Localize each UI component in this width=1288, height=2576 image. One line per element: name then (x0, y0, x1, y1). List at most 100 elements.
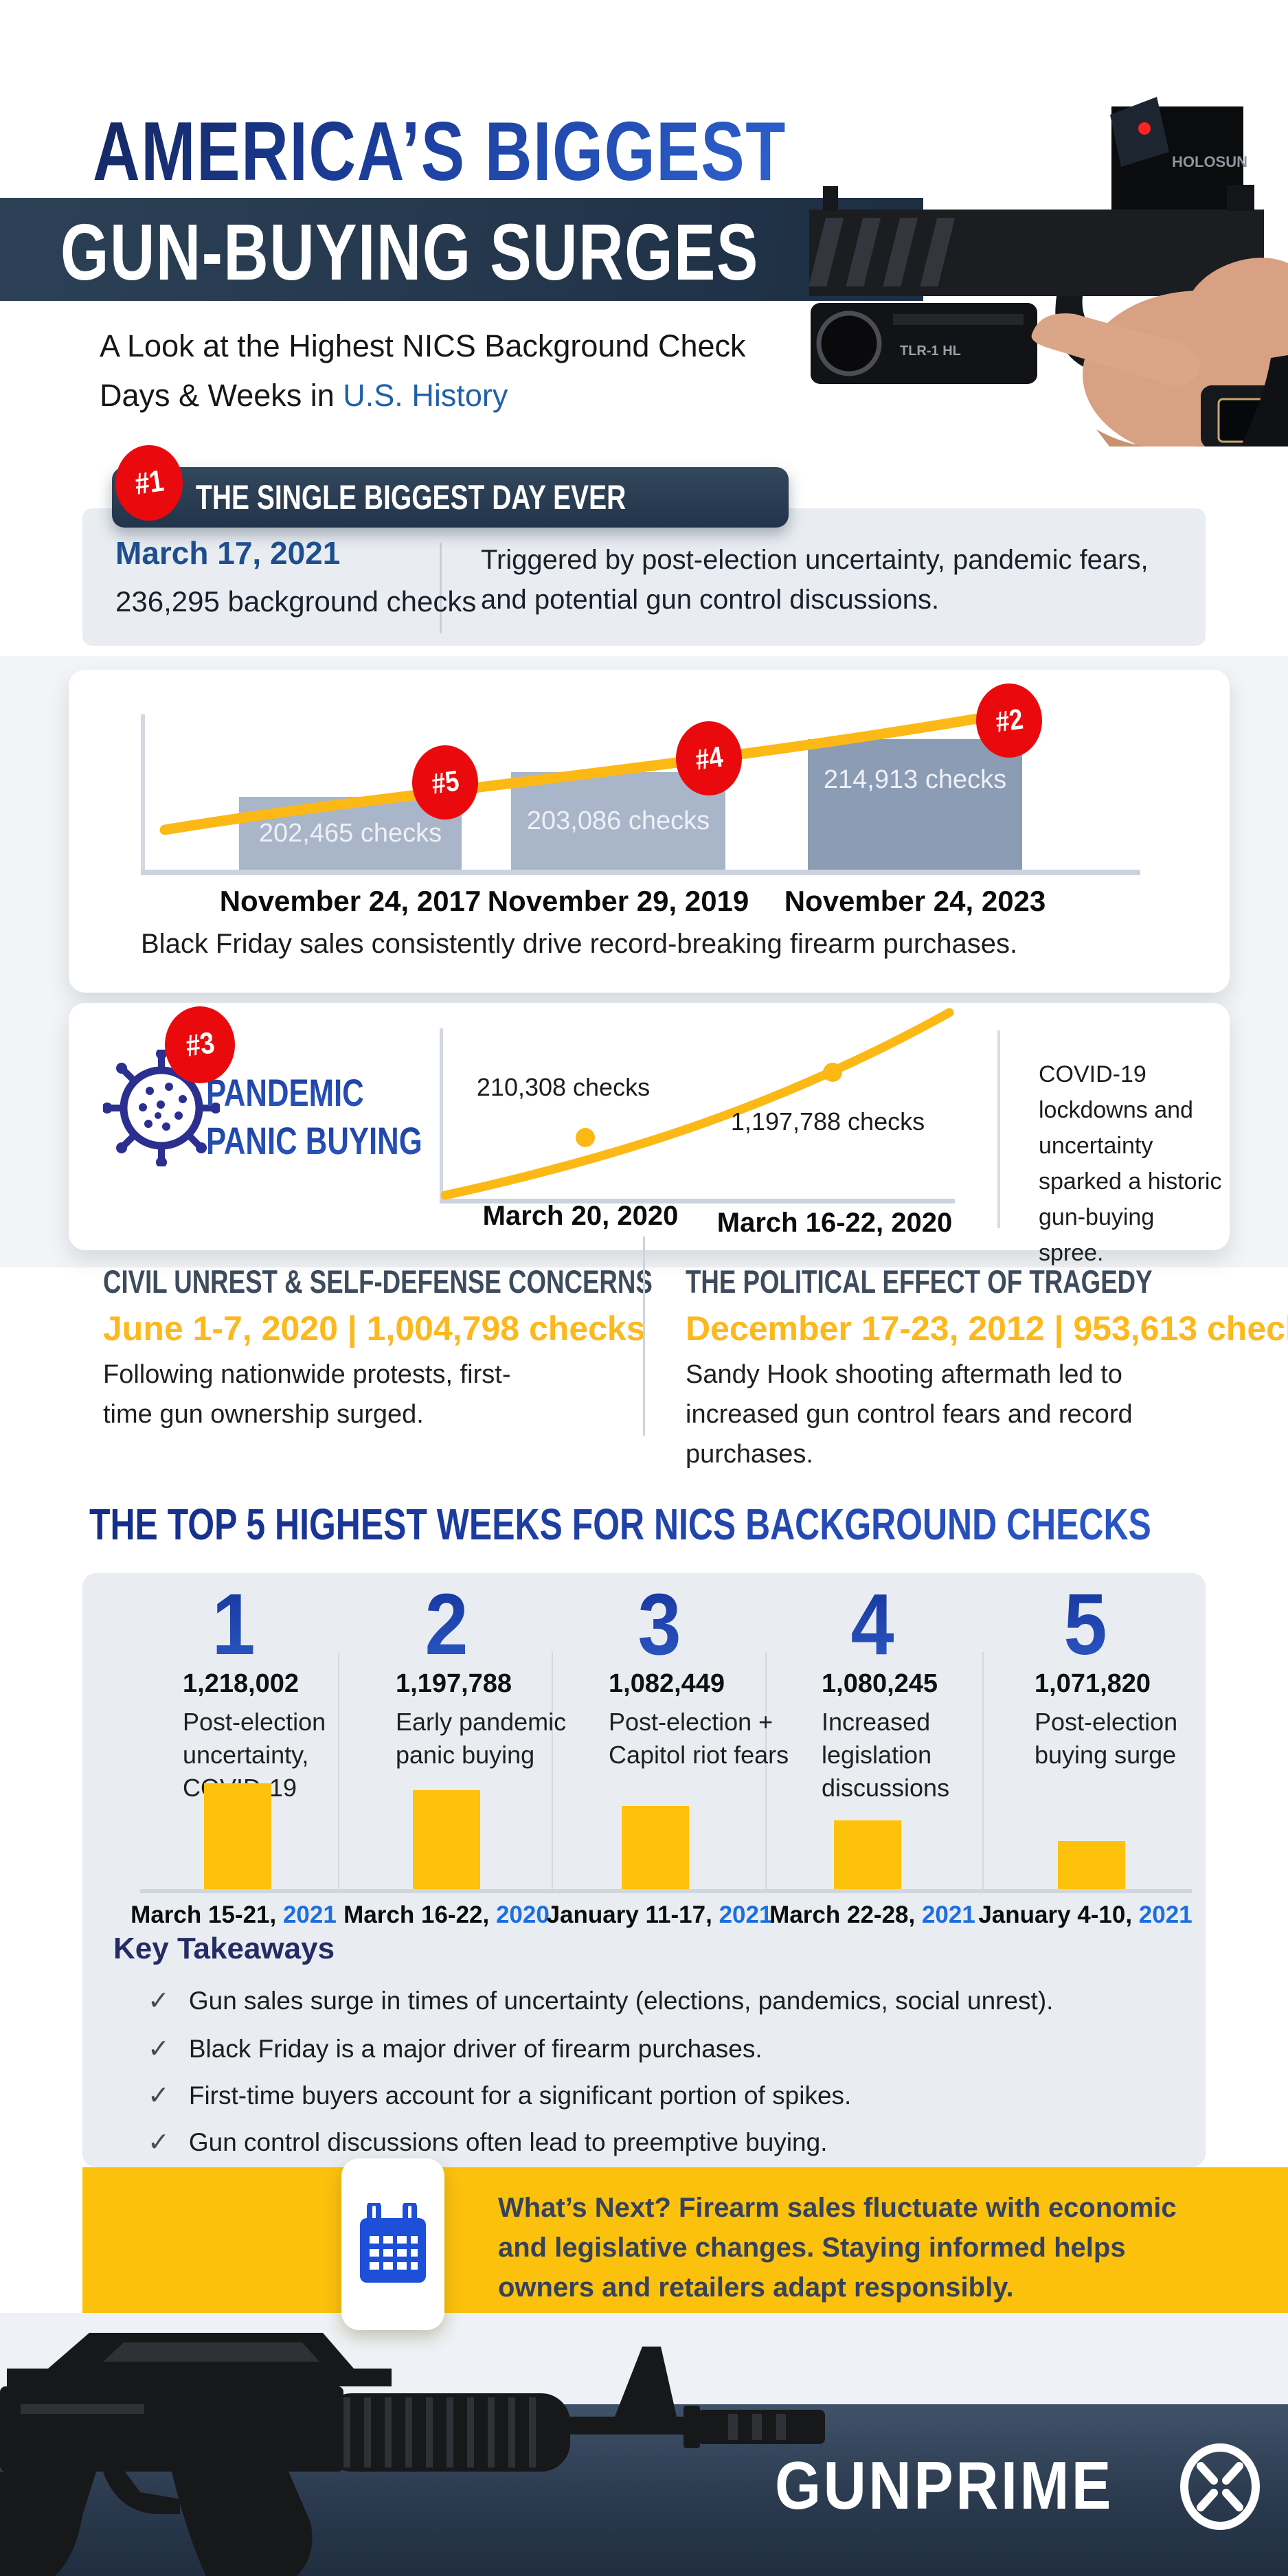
pandemic-description: COVID-19 lockdowns and uncertainty spark… (1039, 1061, 1222, 1266)
top5-col1-info: 1,218,002 Post-election uncertainty, COV… (183, 1669, 370, 1805)
top5-separator (338, 1652, 339, 1889)
top5-col4-value: 1,080,245 (822, 1669, 938, 1698)
top5-col2-description: Early pandemic panic buying (396, 1708, 567, 1769)
pandemic-point1-label: 210,308 checks (476, 1073, 651, 1101)
virus-icon (103, 1050, 220, 1166)
tragedy-stat: December 17-23, 2012 | 953,613 checks (686, 1309, 1288, 1348)
key-takeaways-heading: Key Takeaways (113, 1932, 335, 1965)
bf-trend-line (159, 703, 1039, 835)
pistol-photo: HOLOSUN TLR-1 HL (809, 97, 1288, 447)
takeaway-item: ✓ Gun control discussions often lead to p… (148, 2128, 828, 2157)
top5-col3-value: 1,082,449 (609, 1669, 725, 1698)
whats-next-band (82, 2167, 1288, 2313)
top5-col4-description: Increased legislation discussions (822, 1708, 950, 1802)
rank-number-2: 2 (425, 1576, 468, 1673)
pandemic-card (69, 1003, 1230, 1250)
rank-number-3: 3 (637, 1576, 681, 1673)
bf-chart-x-axis (141, 870, 1140, 875)
biggest-day-panel (82, 508, 1206, 646)
top5-col3-info: 1,082,449 Post-election + Capitol riot f… (609, 1669, 795, 1772)
top5-col1-description: Post-election uncertainty, COVID-19 (183, 1708, 326, 1802)
bf-bar-2019: 203,086 checks (511, 772, 725, 870)
pistol-slide (809, 185, 1264, 296)
top5-separator (552, 1652, 553, 1889)
rank-number-4: 4 (850, 1576, 894, 1673)
pistol-optic: HOLOSUN (1110, 97, 1247, 210)
top5-date-5: January 4-10, 2021 (978, 1901, 1193, 1928)
check-icon: ✓ (148, 1987, 170, 2015)
rank-badge-4: #4 (676, 721, 742, 795)
two-col-divider (643, 1236, 645, 1436)
bf-date-2023: November 24, 2023 (784, 885, 1046, 917)
rank-number-1: 1 (212, 1576, 256, 1673)
pandemic-title: PANDEMIC PANIC BUYING (206, 1069, 483, 1165)
pandemic-line-chart (440, 1008, 955, 1204)
top5-heading: THE TOP 5 HIGHEST WEEKS FOR NICS BACKGRO… (89, 1500, 1151, 1549)
top5-baseline (140, 1889, 1192, 1893)
top5-col2-info: 1,197,788 Early pandemic panic buying (396, 1669, 583, 1772)
tragedy-description: Sandy Hook shooting aftermath led to inc… (686, 1360, 1133, 1469)
biggest-day-divider (440, 543, 442, 633)
bf-caption: Black Friday sales consistently drive re… (141, 929, 1018, 959)
bf-date-2019: November 29, 2019 (487, 885, 749, 917)
biggest-day-description: Triggered by post-election uncertainty, … (481, 545, 1149, 615)
rank-badge-5: #5 (412, 745, 478, 820)
civil-unrest-stat: June 1-7, 2020 | 1,004,798 checks (103, 1309, 646, 1348)
pandemic-point2-date: March 16-22, 2020 (716, 1208, 953, 1238)
top5-col3-description: Post-election + Capitol riot fears (609, 1708, 789, 1769)
whats-next-text: What’s Next? Firearm sales fluctuate wit… (498, 2193, 1177, 2303)
top5-date-3: January 11-17, 2021 (546, 1901, 773, 1928)
top5-bar-1 (204, 1783, 271, 1891)
bf-date-2017: November 24, 2017 (219, 885, 482, 917)
takeaway-item: ✓ Black Friday is a major driver of firea… (148, 2035, 762, 2064)
top5-bar-4 (834, 1820, 901, 1891)
rifle-photo (0, 2333, 825, 2576)
pandemic-divider (997, 1030, 1000, 1228)
check-icon: ✓ (148, 2081, 170, 2110)
top5-date-2: March 16-22, 2020 (343, 1901, 550, 1928)
brand-logo-icon (1180, 2443, 1260, 2530)
rank-badge-1: #1 (115, 445, 183, 521)
biggest-day-date: March 17, 2021 (115, 535, 341, 571)
biggest-day-banner: THE SINGLE BIGGEST DAY EVER (112, 467, 789, 528)
biggest-day-banner-title: THE SINGLE BIGGEST DAY EVER (196, 478, 626, 517)
top5-col4-info: 1,080,245 Increased legislation discussi… (822, 1669, 1008, 1805)
top5-col5-info: 1,071,820 Post-election buying surge (1035, 1669, 1221, 1772)
top5-bar-5 (1058, 1841, 1125, 1891)
page-subtitle: A Look at the Highest NICS Background Ch… (100, 321, 746, 420)
takeaway-item: ✓ Gun sales surge in times of uncertainty… (148, 1987, 1054, 2015)
pandemic-point1-date: March 20, 2020 (482, 1201, 679, 1231)
top5-col5-value: 1,071,820 (1035, 1669, 1151, 1698)
civil-unrest-description: Following nationwide protests, first-tim… (103, 1360, 511, 1429)
rank-badge-2: #2 (976, 683, 1042, 758)
check-icon: ✓ (148, 2035, 170, 2064)
calendar-icon (360, 2203, 426, 2283)
weapon-light: TLR-1 HL (811, 303, 1037, 384)
top5-date-1: March 15-21, 2021 (131, 1901, 337, 1928)
subtitle-line1: A Look at the Highest NICS Background Ch… (100, 328, 746, 363)
brand-logo-text: GUNPRIME (775, 2448, 1114, 2523)
subtitle-highlight: U.S. History (343, 378, 508, 413)
svg-text:HOLOSUN: HOLOSUN (1172, 153, 1247, 170)
top5-bar-3 (622, 1806, 689, 1891)
check-icon: ✓ (148, 2128, 170, 2157)
civil-unrest-heading: CIVIL UNREST & SELF-DEFENSE CONCERNS (103, 1263, 653, 1300)
svg-text:TLR-1 HL: TLR-1 HL (900, 343, 961, 359)
calendar-card (341, 2158, 444, 2330)
top5-col2-value: 1,197,788 (396, 1669, 512, 1698)
biggest-day-checks: 236,295 background checks (115, 585, 477, 618)
top5-separator (982, 1652, 984, 1889)
tragedy-heading: THE POLITICAL EFFECT OF TRAGEDY (686, 1263, 1153, 1300)
pandemic-point2-label: 1,197,788 checks (730, 1107, 925, 1136)
rank-badge-3: #3 (165, 1006, 235, 1083)
title-navy-band (0, 198, 923, 301)
page-title-line2: GUN-BUYING SURGES (60, 207, 759, 297)
sleeve (1241, 355, 1288, 447)
top5-date-4: March 22-28, 2021 (769, 1901, 975, 1928)
subtitle-line2: Days & Weeks in U.S. History (100, 378, 508, 413)
page-title-line1: AMERICA’S BIGGEST (93, 104, 787, 198)
top5-col1-value: 1,218,002 (183, 1669, 300, 1698)
top5-bar-2 (413, 1790, 480, 1891)
top5-separator (765, 1652, 767, 1889)
